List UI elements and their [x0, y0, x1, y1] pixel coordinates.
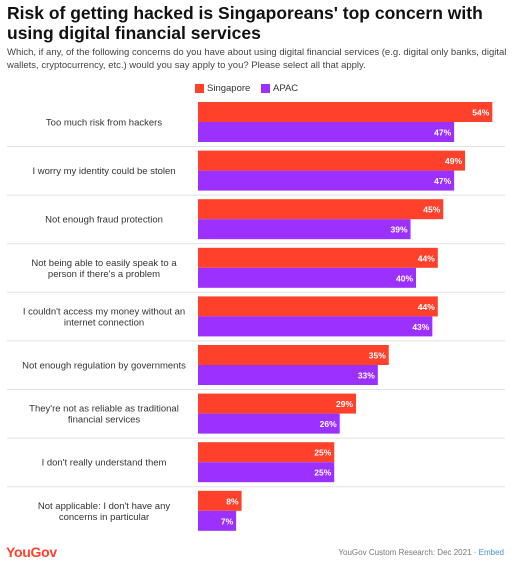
data-label-singapore: 54%: [472, 108, 489, 118]
data-label-singapore: 29%: [336, 399, 353, 409]
data-label-apac: 47%: [434, 176, 451, 186]
bar-singapore: [198, 247, 438, 268]
data-label-apac: 47%: [434, 128, 451, 138]
bar-apac: [198, 122, 455, 142]
data-label-singapore: 35%: [369, 351, 386, 361]
bar-singapore: [198, 296, 438, 317]
category-label: Not enough fraud protection: [45, 215, 163, 226]
data-label-apac: 33%: [358, 371, 375, 381]
embed-link[interactable]: Embed: [478, 548, 504, 557]
category-label-line: They're not as reliable as traditional: [29, 404, 179, 415]
category-label: I don't really understand them: [42, 458, 167, 469]
bar-apac: [198, 267, 416, 288]
legend-swatch-singapore: [195, 84, 204, 93]
bar-apac: [198, 413, 340, 434]
legend-label-singapore: Singapore: [207, 83, 251, 94]
category-label: I couldn't access my money without an int…: [23, 306, 185, 328]
bar-apac: [198, 365, 378, 385]
category-label-line: financial services: [68, 415, 141, 426]
category-label-line: concerns in particular: [59, 512, 149, 523]
source-note: YouGov Custom Research: Dec 2021 · Embed: [338, 548, 504, 557]
category-label-line: I couldn't access my money without an: [23, 306, 185, 317]
legend-swatch-apac: [261, 84, 270, 93]
bar-singapore: [198, 490, 242, 511]
bar-singapore: [198, 393, 357, 414]
data-label-singapore: 8%: [226, 496, 239, 506]
bar-apac: [198, 510, 237, 531]
data-label-singapore: 49%: [445, 156, 462, 166]
category-label-line: person if there's a problem: [48, 269, 160, 280]
bar-singapore: [198, 345, 389, 365]
category-label: Not applicable: I don't have any concerns…: [38, 501, 171, 523]
chart-title: Risk of getting hacked is Singaporeans' …: [7, 3, 483, 43]
data-label-apac: 26%: [320, 419, 337, 429]
category-label: They're not as reliable as traditional fi…: [29, 404, 179, 426]
data-label-apac: 40%: [396, 273, 413, 283]
data-label-apac: 39%: [391, 225, 408, 235]
category-label: I worry my identity could be stolen: [32, 166, 175, 177]
data-label-apac: 25%: [314, 468, 331, 478]
data-label-singapore: 44%: [418, 302, 435, 312]
category-label-line: I worry my identity could be stolen: [32, 166, 175, 177]
category-label-line: Not applicable: I don't have any: [38, 501, 171, 512]
category-label: Not being able to easily speak to a perso…: [31, 258, 177, 280]
bar-singapore: [198, 442, 335, 463]
category-label-line: Too much risk from hackers: [46, 118, 162, 129]
data-label-apac: 43%: [412, 322, 429, 332]
category-label-line: Not being able to easily speak to a: [31, 258, 177, 269]
category-label-line: I don't really understand them: [42, 458, 167, 469]
category-label-line: Not enough regulation by governments: [22, 361, 186, 372]
category-label: Not enough regulation by governments: [22, 361, 186, 372]
bar-apac: [198, 462, 335, 483]
chart-subtitle: Which, if any, of the following concerns…: [7, 47, 507, 71]
bar-apac: [198, 219, 411, 240]
bar-singapore: [198, 199, 444, 220]
bar-apac: [198, 170, 455, 191]
bar-apac: [198, 316, 433, 337]
bar-singapore: [198, 150, 466, 171]
data-label-apac: 7%: [221, 516, 234, 526]
category-label-line: Not enough fraud protection: [45, 215, 163, 226]
yougov-logo: YouGov: [6, 544, 57, 560]
bar-singapore: [198, 102, 493, 122]
legend-label-apac: APAC: [273, 83, 299, 94]
category-label: Too much risk from hackers: [46, 118, 162, 129]
data-label-singapore: 44%: [418, 253, 435, 263]
category-label-line: internet connection: [64, 317, 144, 328]
data-label-singapore: 45%: [423, 205, 440, 215]
source-text: YouGov Custom Research: Dec 2021 ·: [338, 548, 479, 557]
data-label-singapore: 25%: [314, 448, 331, 458]
